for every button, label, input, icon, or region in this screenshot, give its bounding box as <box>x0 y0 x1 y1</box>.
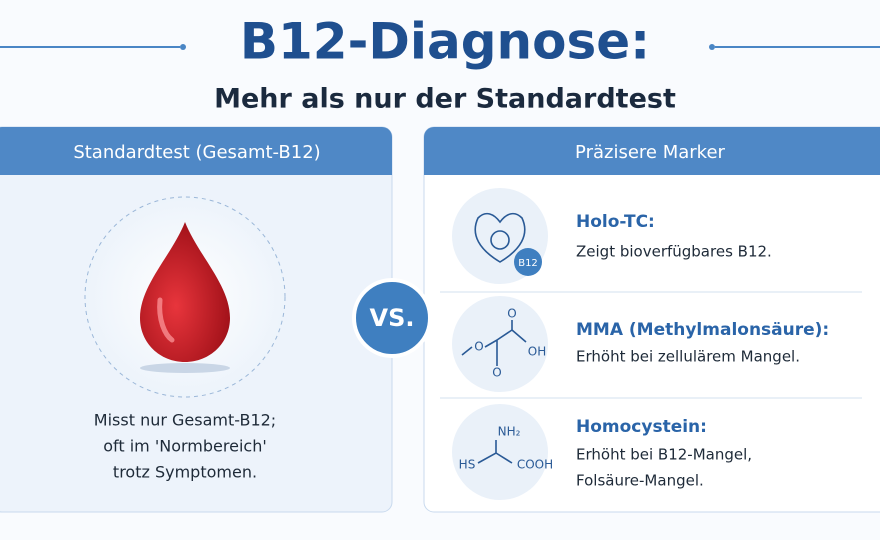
description-line: trotz Symptomen. <box>113 463 257 482</box>
panel-header <box>424 127 880 175</box>
panel-header <box>0 127 392 175</box>
homocysteine-structure <box>477 440 513 464</box>
marker-description: Erhöht bei B12-Mangel, <box>576 446 752 464</box>
vs-label: VS. <box>370 304 415 332</box>
marker-name: Homocystein: <box>576 417 707 437</box>
drop-highlight <box>157 297 175 343</box>
marker-description: Zeigt bioverfügbares B12. <box>576 243 772 261</box>
deco-dot <box>709 44 715 50</box>
icon-label: HS <box>459 458 476 472</box>
panel-title: Präzisere Marker <box>575 142 725 163</box>
icon-label: B12 <box>518 258 538 269</box>
b12-badge <box>514 248 542 276</box>
vs-badge <box>352 278 432 358</box>
panel-title: Standardtest (Gesamt-B12) <box>73 142 320 163</box>
description-line: oft im 'Normbereich' <box>103 437 267 456</box>
marker-description: Folsäure-Mangel. <box>576 472 704 490</box>
icon-circle <box>452 404 548 500</box>
subtitle: Mehr als nur der Standardtest <box>214 84 676 115</box>
icon-label: O <box>492 366 501 380</box>
icon-label: COOH <box>517 458 553 472</box>
icon-label: OH <box>528 345 546 359</box>
icon-label: O <box>507 307 516 321</box>
description-line: Misst nur Gesamt-B12; <box>94 411 276 430</box>
marker-name: MMA (Methylmalonsäure): <box>576 320 829 340</box>
icon-circle <box>452 296 548 392</box>
protein-core <box>490 230 510 250</box>
title: B12-Diagnose: <box>240 13 650 71</box>
right-panel: Präzisere Marker B12 Holo-TC: Zeigt biov… <box>423 126 880 513</box>
marker-name: Holo-TC: <box>576 212 655 232</box>
icon-label: NH₂ <box>498 425 521 439</box>
icon-label: O <box>474 340 483 354</box>
deco-dot <box>180 44 186 50</box>
protein-icon <box>474 212 526 263</box>
marker-description: Erhöht bei zellulärem Mangel. <box>576 348 800 366</box>
drop-shadow <box>140 363 230 373</box>
mma-structure <box>461 320 527 366</box>
left-panel: Standardtest (Gesamt-B12) Misst nur Gesa… <box>0 126 393 513</box>
